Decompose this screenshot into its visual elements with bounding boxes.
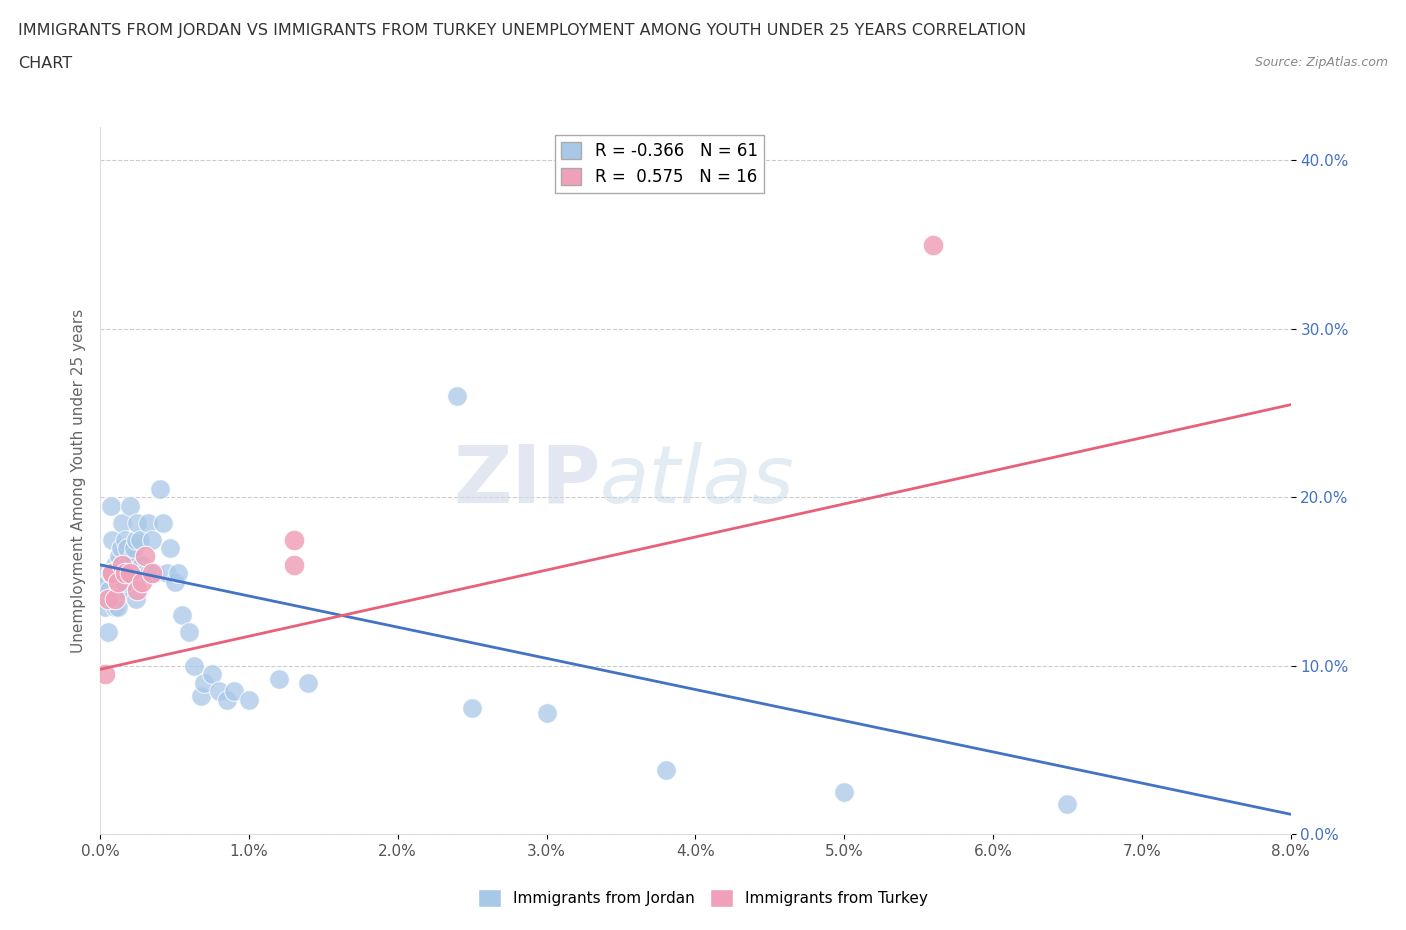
Point [283, 557, 305, 572]
Point [107, 600, 129, 615]
Point [104, 600, 127, 615]
Point [149, 482, 172, 497]
Text: atlas: atlas [600, 442, 794, 520]
Point [111, 583, 134, 598]
Y-axis label: Unemployment Among Youth under 25 years: Unemployment Among Youth under 25 years [72, 309, 86, 653]
Point [215, 692, 238, 707]
Point [297, 675, 319, 690]
Point [100, 498, 122, 513]
Point [141, 565, 163, 580]
Point [111, 557, 134, 572]
Point [104, 557, 127, 572]
Point [190, 689, 212, 704]
Point [93, 600, 115, 615]
Point [201, 667, 224, 682]
Point [111, 515, 134, 530]
Point [283, 532, 305, 547]
Point [832, 785, 855, 800]
Point [134, 565, 156, 580]
Point [143, 565, 166, 580]
Point [183, 658, 205, 673]
Point [114, 532, 136, 547]
Point [1056, 797, 1078, 812]
Point [159, 540, 181, 555]
Point [97, 625, 120, 640]
Point [118, 565, 141, 580]
Point [156, 565, 179, 580]
Legend: Immigrants from Jordan, Immigrants from Turkey: Immigrants from Jordan, Immigrants from … [472, 884, 934, 913]
Point [121, 549, 143, 564]
Point [120, 565, 142, 580]
Point [131, 574, 153, 589]
Point [101, 532, 124, 547]
Point [93, 667, 115, 682]
Point [208, 684, 231, 698]
Point [104, 591, 127, 606]
Point [100, 565, 122, 580]
Point [536, 706, 558, 721]
Point [124, 540, 146, 555]
Point [115, 557, 138, 572]
Point [129, 532, 152, 547]
Point [108, 565, 131, 580]
Point [101, 565, 124, 580]
Point [110, 540, 132, 555]
Point [97, 591, 120, 606]
Text: CHART: CHART [18, 56, 72, 71]
Point [111, 557, 134, 572]
Point [98, 583, 121, 598]
Point [127, 515, 149, 530]
Point [127, 583, 149, 598]
Point [117, 565, 139, 580]
Text: Source: ZipAtlas.com: Source: ZipAtlas.com [1254, 56, 1388, 69]
Point [125, 532, 148, 547]
Point [107, 583, 129, 598]
Point [114, 565, 136, 580]
Point [107, 574, 129, 589]
Point [446, 389, 468, 404]
Point [136, 515, 159, 530]
Point [152, 515, 174, 530]
Point [922, 237, 945, 252]
Point [125, 591, 148, 606]
Point [461, 700, 484, 715]
Point [115, 540, 138, 555]
Point [193, 675, 215, 690]
Point [104, 591, 127, 606]
Point [141, 532, 163, 547]
Point [163, 574, 186, 589]
Text: IMMIGRANTS FROM JORDAN VS IMMIGRANTS FROM TURKEY UNEMPLOYMENT AMONG YOUTH UNDER : IMMIGRANTS FROM JORDAN VS IMMIGRANTS FRO… [18, 23, 1026, 38]
Point [654, 763, 676, 777]
Point [118, 498, 141, 513]
Legend: R = -0.366   N = 61, R =  0.575   N = 16: R = -0.366 N = 61, R = 0.575 N = 16 [555, 135, 765, 193]
Point [108, 549, 131, 564]
Text: ZIP: ZIP [453, 442, 600, 520]
Point [93, 565, 115, 580]
Point [138, 565, 160, 580]
Point [170, 608, 193, 623]
Point [238, 692, 260, 707]
Point [131, 557, 153, 572]
Point [179, 625, 201, 640]
Point [101, 565, 124, 580]
Point [97, 574, 120, 589]
Point [222, 684, 245, 698]
Point [267, 672, 290, 687]
Point [166, 565, 188, 580]
Point [112, 574, 135, 589]
Point [134, 549, 156, 564]
